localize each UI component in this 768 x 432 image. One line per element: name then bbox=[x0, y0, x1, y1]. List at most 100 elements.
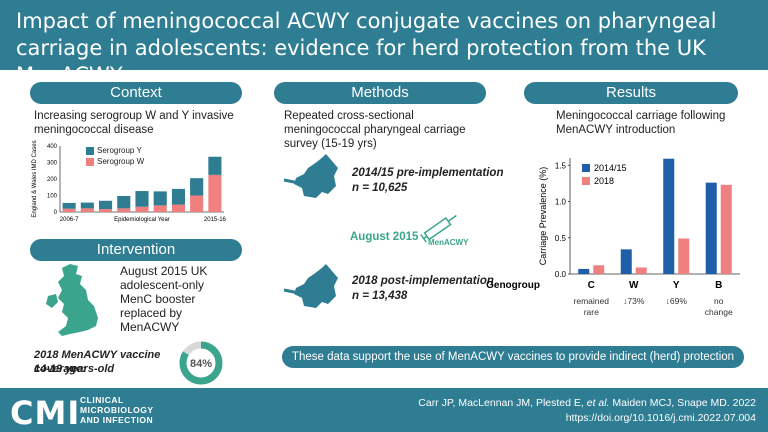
august-label: August 2015 bbox=[350, 231, 419, 243]
header-banner: Impact of meningococcal ACWY conjugate v… bbox=[0, 0, 768, 87]
pre-n: n = 10,625 bbox=[352, 182, 408, 194]
results-legend-label: 2018 bbox=[594, 176, 614, 186]
context-bar-serogroup-y bbox=[135, 191, 149, 207]
results-legend-swatch bbox=[582, 164, 590, 172]
citation-doi[interactable]: https://doi.org/10.1016/j.cmi.2022.07.00… bbox=[565, 412, 756, 424]
context-text: Increasing serogroup W and Y invasive me… bbox=[34, 110, 234, 136]
journal-name-line-3: AND INFECTION bbox=[80, 415, 154, 425]
journal-name-line-1: CLINICAL bbox=[80, 395, 124, 405]
context-bar-serogroup-y bbox=[171, 188, 186, 205]
results-note-C: rare bbox=[584, 307, 599, 317]
legend-swatch-y bbox=[86, 146, 94, 155]
results-legend-swatch bbox=[582, 177, 590, 185]
vaccine-label: MenACWY bbox=[428, 238, 469, 247]
results-bar-Y-2018 bbox=[678, 238, 690, 274]
context-bar-serogroup-y bbox=[62, 202, 76, 209]
legend-serogroup-y: Serogroup Y bbox=[86, 145, 144, 156]
results-y-axis-label: Carriage Prevalence (%) bbox=[538, 167, 548, 266]
results-bar-Y-2014-15 bbox=[663, 158, 675, 274]
results-x-tick-W: W bbox=[629, 280, 639, 291]
results-y-tick: 0.5 bbox=[555, 234, 567, 243]
citation-authors-a: Carr JP, MacLennan JM, Plested E, bbox=[418, 397, 587, 409]
context-bar-serogroup-y bbox=[80, 202, 94, 209]
results-chart: Carriage Prevalence (%) 0.0 0.5 1.0 1.5 Crema… bbox=[486, 158, 740, 317]
methods-text: Repeated cross-sectional meningococcal p… bbox=[284, 110, 466, 150]
context-bar-serogroup-w bbox=[171, 204, 186, 212]
results-x-tick-Y: Y bbox=[673, 280, 680, 291]
results-x-tick-B: B bbox=[715, 280, 722, 291]
citation-et-al: et al. bbox=[586, 397, 610, 409]
context-bar-serogroup-w bbox=[153, 205, 167, 212]
context-y-tick: 200 bbox=[47, 177, 58, 183]
coverage-percent: 84% bbox=[190, 358, 212, 370]
results-note-W: ↓73% bbox=[623, 296, 645, 306]
context-x-axis-label: Epidemiological Year bbox=[114, 217, 170, 223]
context-heading: Context bbox=[30, 82, 242, 104]
throat-swab-icon-2 bbox=[283, 264, 338, 308]
context-bar-serogroup-y bbox=[208, 156, 222, 175]
context-bar-serogroup-y bbox=[190, 178, 204, 196]
coverage-text: 2018 MenACWY vaccine coverage: bbox=[34, 349, 161, 375]
results-x-axis-label: Genogroup bbox=[486, 280, 540, 291]
intervention-heading: Intervention bbox=[30, 239, 242, 261]
results-text: Meningococcal carriage following MenACWY… bbox=[556, 110, 726, 136]
context-y-tick: 0 bbox=[54, 210, 58, 216]
context-y-axis-label: England & Wales IMD Cases bbox=[32, 140, 38, 217]
uk-map-icon bbox=[46, 264, 98, 336]
citation-authors-b: Maiden MCJ, Snape MD. 2022 bbox=[609, 397, 756, 409]
results-bar-C-2014-15 bbox=[578, 268, 590, 274]
results-bar-W-2014-15 bbox=[620, 249, 632, 274]
context-y-tick: 400 bbox=[47, 144, 58, 150]
context-bar-serogroup-y bbox=[117, 195, 131, 209]
legend-label-w: Serogroup W bbox=[97, 157, 145, 166]
context-bar-serogroup-w bbox=[190, 195, 204, 212]
results-note-B: no bbox=[714, 296, 724, 306]
journal-logo: CMI bbox=[10, 394, 81, 432]
legend-label-y: Serogroup Y bbox=[97, 146, 142, 155]
results-x-tick-C: C bbox=[588, 280, 595, 291]
results-y-tick: 1.0 bbox=[555, 198, 567, 207]
conclusion-banner: These data support the use of MenACWY va… bbox=[282, 346, 744, 368]
results-legend-label: 2014/15 bbox=[594, 163, 627, 173]
intervention-text: August 2015 UK adolescent-only MenC boos… bbox=[120, 264, 208, 334]
results-heading: Results bbox=[524, 82, 738, 104]
context-bar-serogroup-w bbox=[135, 206, 149, 212]
results-y-tick: 1.5 bbox=[555, 161, 567, 170]
citation: Carr JP, MacLennan JM, Plested E, et al.… bbox=[418, 396, 756, 426]
legend-swatch-w bbox=[86, 157, 94, 166]
pre-label: 2014/15 pre-implementation bbox=[352, 167, 504, 179]
results-bar-B-2018 bbox=[720, 184, 732, 274]
coverage-donut: 84% bbox=[179, 341, 223, 385]
journal-name-line-2: MICROBIOLOGY bbox=[80, 405, 154, 415]
context-x-tick-end: 2015-16 bbox=[204, 217, 227, 223]
context-y-tick: 100 bbox=[47, 194, 58, 200]
context-bar-serogroup-y bbox=[153, 191, 167, 206]
context-bar-serogroup-w bbox=[208, 174, 222, 212]
results-bar-W-2018 bbox=[635, 267, 647, 274]
syringe-icon bbox=[420, 214, 457, 242]
results-note-B: change bbox=[705, 307, 733, 317]
legend-serogroup-w: Serogroup W bbox=[86, 156, 144, 167]
context-bar-serogroup-w bbox=[62, 208, 76, 212]
footer: CMI CLINICAL MICROBIOLOGY AND INFECTION … bbox=[0, 388, 768, 432]
results-bar-C-2018 bbox=[593, 265, 605, 274]
journal-name: CLINICAL MICROBIOLOGY AND INFECTION bbox=[80, 395, 154, 425]
coverage-age: 14-19 years-old bbox=[34, 363, 115, 375]
results-y-tick: 0.0 bbox=[555, 270, 567, 279]
page-title: Impact of meningococcal ACWY conjugate v… bbox=[16, 9, 717, 87]
context-bar-serogroup-y bbox=[98, 200, 113, 210]
post-n: n = 13,438 bbox=[352, 290, 408, 302]
post-label: 2018 post-implementation bbox=[352, 275, 494, 287]
results-note-Y: ↓69% bbox=[666, 296, 688, 306]
context-legend: Serogroup Y Serogroup W bbox=[86, 145, 144, 167]
results-note-C: remained bbox=[574, 296, 610, 306]
context-chart: England & Wales IMD Cases 0 100 200 300 400 20… bbox=[32, 140, 227, 223]
results-bar-B-2014-15 bbox=[705, 182, 717, 274]
context-bar-serogroup-w bbox=[80, 208, 94, 212]
citation-authors: Carr JP, MacLennan JM, Plested E, et al.… bbox=[418, 396, 756, 411]
context-bar-serogroup-w bbox=[98, 209, 113, 212]
throat-swab-icon bbox=[283, 154, 338, 198]
context-bar-serogroup-w bbox=[117, 208, 131, 212]
methods-heading: Methods bbox=[274, 82, 486, 104]
context-x-tick-start: 2006-7 bbox=[60, 217, 79, 223]
